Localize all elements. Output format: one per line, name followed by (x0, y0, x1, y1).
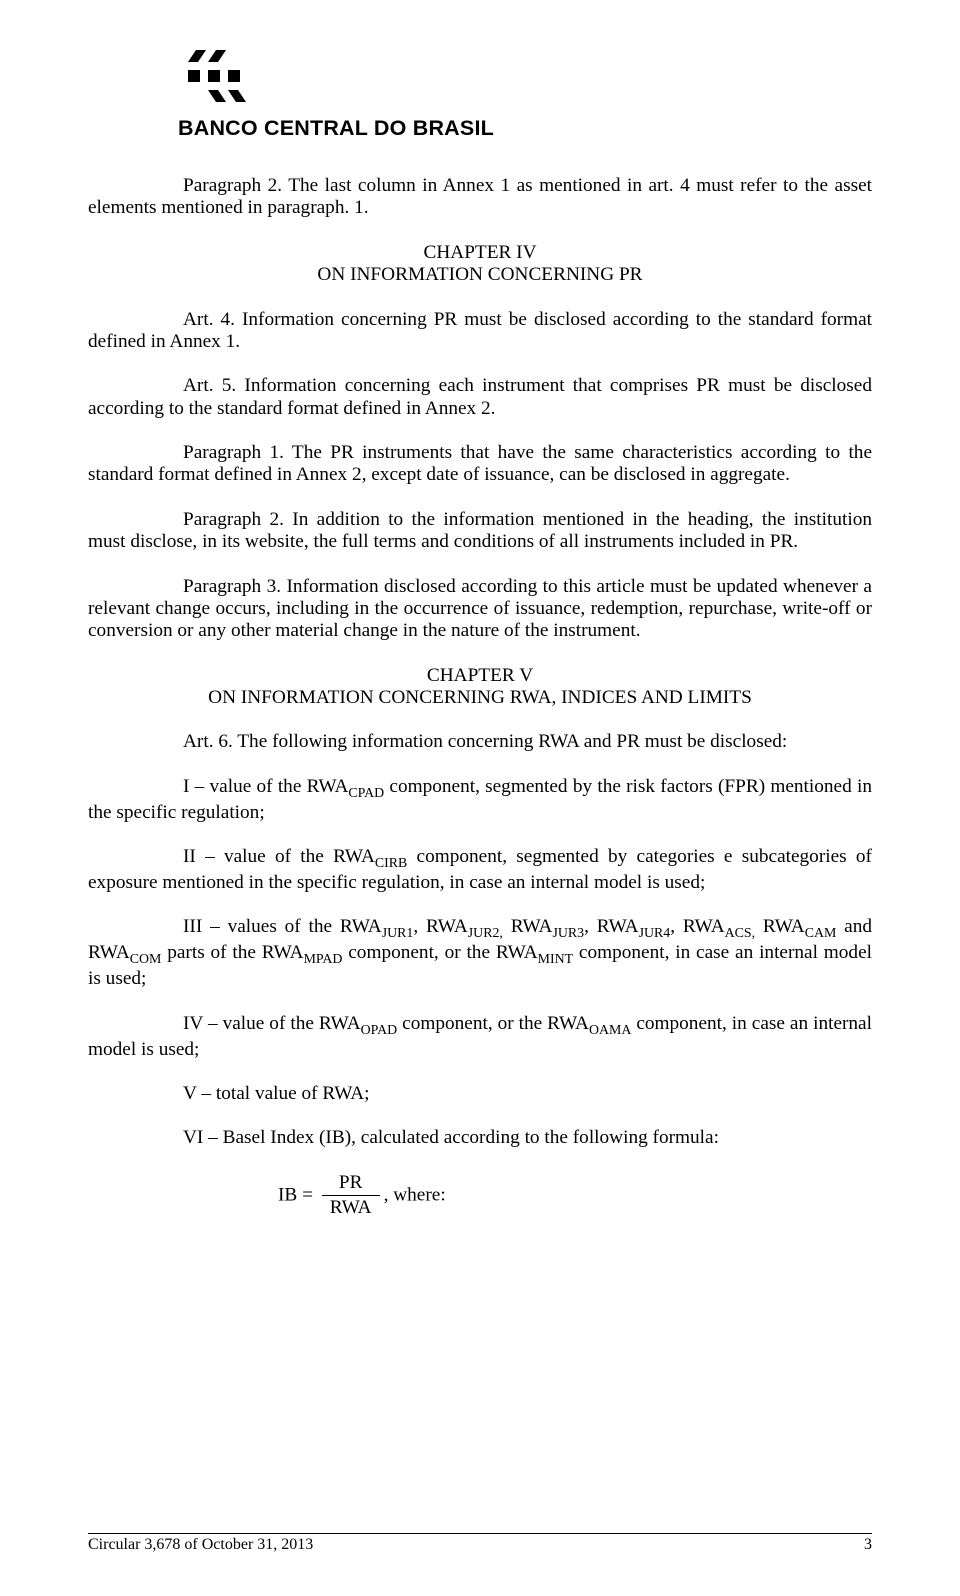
paragraph: Paragraph 1. The PR instruments that hav… (88, 442, 872, 487)
list-item: V – total value of RWA; (88, 1083, 872, 1105)
formula-fraction: PRRWA (322, 1172, 380, 1220)
logo-block: BANCO CENTRAL DO BRASIL (178, 48, 872, 141)
list-item: I – value of the RWACPAD component, segm… (88, 776, 872, 824)
chapter-heading: CHAPTER V ON INFORMATION CONCERNING RWA,… (88, 665, 872, 710)
bcb-logo-icon (178, 48, 256, 110)
paragraph: Art. 6. The following information concer… (88, 731, 872, 753)
footer-page-number: 3 (864, 1536, 872, 1554)
chapter-heading: CHAPTER IV ON INFORMATION CONCERNING PR (88, 242, 872, 287)
logo-text: BANCO CENTRAL DO BRASIL (178, 116, 872, 141)
formula-rhs: , where: (384, 1184, 446, 1205)
chapter-number: CHAPTER IV (423, 242, 536, 263)
paragraph: Art. 4. Information concerning PR must b… (88, 309, 872, 354)
paragraph: Paragraph 2. In addition to the informat… (88, 509, 872, 554)
chapter-number: CHAPTER V (427, 665, 533, 686)
paragraph: Art. 5. Information concerning each inst… (88, 375, 872, 420)
paragraph: Paragraph 3. Information disclosed accor… (88, 576, 872, 643)
list-item: II – value of the RWACIRB component, seg… (88, 846, 872, 894)
chapter-title: ON INFORMATION CONCERNING RWA, INDICES A… (208, 687, 752, 708)
list-item: VI – Basel Index (IB), calculated accord… (88, 1127, 872, 1149)
footer-left: Circular 3,678 of October 31, 2013 (88, 1536, 313, 1554)
list-item: III – values of the RWAJUR1, RWAJUR2, RW… (88, 916, 872, 990)
document-body: Paragraph 2. The last column in Annex 1 … (88, 175, 872, 1220)
paragraph: Paragraph 2. The last column in Annex 1 … (88, 175, 872, 220)
page-footer: Circular 3,678 of October 31, 2013 3 (88, 1533, 872, 1554)
formula-lhs: IB = (278, 1184, 318, 1205)
chapter-title: ON INFORMATION CONCERNING PR (317, 264, 642, 285)
list-item: IV – value of the RWAOPAD component, or … (88, 1013, 872, 1061)
formula: IB = PRRWA, where: (278, 1172, 872, 1220)
